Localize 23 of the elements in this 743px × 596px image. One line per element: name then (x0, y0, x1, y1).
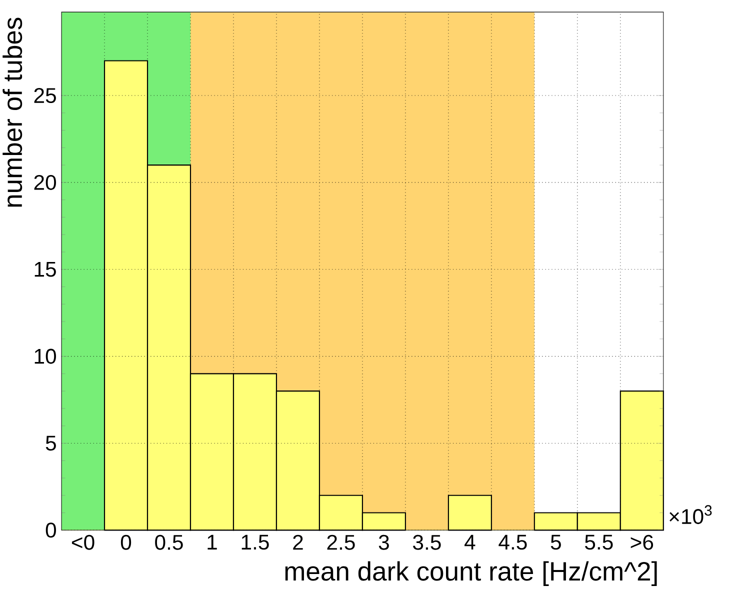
y-tick-label: 25 (34, 88, 56, 103)
x-tick-label: 2 (293, 534, 303, 550)
x-tick-label: 3.5 (413, 534, 441, 550)
x-tick-label: 1 (208, 534, 217, 550)
y-tick-label: 5 (46, 436, 56, 451)
x-tick-label: 1.5 (242, 534, 269, 550)
y-tick-label: 10 (34, 348, 56, 364)
x-tick-label: 2.5 (327, 534, 355, 550)
y-tick-label: 15 (34, 262, 56, 277)
x-tick-label: >6 (630, 534, 654, 550)
x-tick-label: 0.5 (155, 534, 183, 550)
x-tick-label: 4 (464, 534, 476, 550)
text: ×10$^{3}$ (670, 505, 712, 524)
x-tick-label: 5 (550, 534, 561, 550)
x-tick-label: 0 (120, 534, 132, 550)
x-tick-label: <0 (72, 534, 94, 550)
x-tick-label: 3 (378, 534, 389, 550)
x-axis-title: mean dark count rate [Hz/cm^2] (285, 561, 657, 586)
y-axis-title: number of tubes (2, 18, 22, 207)
y-tick-label: 20 (34, 174, 56, 190)
x-tick-label: 5.5 (585, 534, 613, 550)
x-tick-label: 4.5 (498, 534, 527, 550)
y-tick-label: 0 (46, 522, 56, 538)
